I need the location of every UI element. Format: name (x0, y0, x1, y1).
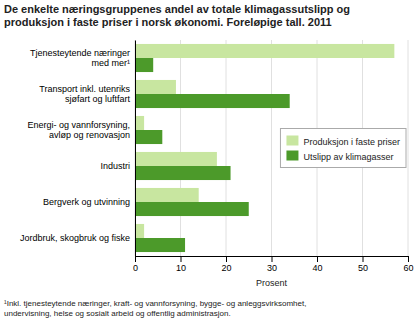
tick: Tjenesteytende næringermed mer¹ (30, 48, 135, 69)
tick: Jordbruk, skogbruk og fiske (20, 233, 135, 243)
tick-mark (408, 256, 409, 262)
series (135, 58, 290, 252)
tick-label: 0 (133, 263, 138, 273)
x-axis: 0 10 20 30 40 50 60 (133, 256, 414, 273)
bar (135, 152, 217, 166)
tick-label: 40 (312, 263, 322, 273)
tick: Industri (100, 161, 135, 171)
bar (135, 224, 144, 238)
grid-line (135, 40, 136, 256)
tick: 50 (358, 256, 368, 273)
title: De enkelte næringsgruppenes andel av tot… (4, 3, 350, 28)
chart: De enkelte næringsgruppenes andel av tot… (0, 0, 420, 320)
bar (135, 44, 394, 58)
axis-line (136, 257, 409, 263)
tick-mark (135, 256, 136, 262)
x-axis-title: Prosent (256, 278, 288, 288)
grid-line (180, 40, 181, 256)
tick-label: 10 (176, 263, 186, 273)
bar (135, 130, 162, 144)
bar (135, 188, 199, 202)
tick-label: Bergverk og utvinning (43, 197, 130, 207)
tick: 20 (221, 256, 231, 273)
legend-label: Utslipp av klimagasser (303, 152, 393, 162)
bar (135, 166, 231, 180)
tick-label: Transport inkl. utenrikssjøfart og luftf… (39, 84, 130, 105)
tick-label: 20 (221, 263, 231, 273)
tick-label: Tjenesteytende næringermed mer¹ (30, 48, 130, 69)
bar (135, 116, 144, 130)
tick-label: 60 (403, 263, 413, 273)
plot: 0 10 20 30 40 50 60 Tjenesteytende næringermed … (20, 40, 414, 273)
legend-swatch (286, 151, 298, 161)
tick: Bergverk og utvinning (43, 197, 135, 207)
tick: 10 (176, 256, 186, 273)
bar (135, 94, 290, 108)
grid (135, 40, 408, 256)
tick-mark (181, 256, 182, 262)
tick-mark (226, 256, 227, 262)
tick-mark (317, 256, 318, 262)
tick-mark (363, 256, 364, 262)
grid-line (271, 40, 272, 256)
legend-item: Produksjon i faste priser (286, 136, 400, 147)
tick-label: Industri (100, 161, 130, 171)
y-axis: Tjenesteytende næringermed mer¹ Transport… (20, 41, 136, 257)
bar (135, 80, 176, 94)
bar (135, 238, 185, 252)
legend: Produksjon i faste priser Utslipp av klim… (280, 129, 406, 168)
legend-label: Produksjon i faste priser (303, 137, 400, 147)
tick: 60 (403, 256, 413, 273)
tick: 40 (312, 256, 322, 273)
bar (135, 202, 249, 216)
tick-label: 30 (267, 263, 277, 273)
grid-line (226, 40, 227, 256)
legend-swatch (286, 136, 298, 146)
legend-box (280, 129, 406, 168)
tick: Energi- og vannforsyning,avløp og renova… (27, 120, 135, 141)
bar (135, 58, 153, 72)
legend-item: Utslipp av klimagasser (286, 151, 393, 162)
tick: Transport inkl. utenrikssjøfart og luftf… (39, 84, 135, 105)
tick-mark (272, 256, 273, 262)
tick-label: Jordbruk, skogbruk og fiske (20, 233, 130, 243)
tick: 30 (267, 256, 277, 273)
tick-label: 50 (358, 263, 368, 273)
tick-label: Energi- og vannforsyning,avløp og renova… (27, 120, 130, 141)
footnote: ¹Inkl. tjenesteytende næringer, kraft- o… (4, 299, 306, 318)
tick: 0 (133, 256, 138, 273)
grid-line (408, 40, 409, 256)
axis-line (135, 41, 136, 257)
